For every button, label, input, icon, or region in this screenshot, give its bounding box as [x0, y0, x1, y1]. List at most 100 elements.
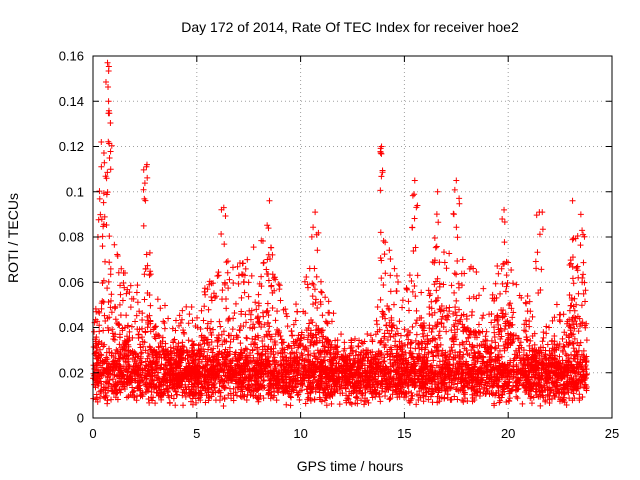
data-point: [134, 299, 141, 306]
data-point: [283, 401, 290, 408]
data-point: [454, 380, 461, 387]
data-point: [412, 345, 419, 352]
data-point: [522, 299, 529, 306]
data-point: [510, 309, 517, 316]
data-point: [250, 321, 257, 328]
data-point: [391, 265, 398, 272]
data-point: [475, 321, 482, 328]
data-point: [374, 321, 381, 328]
data-point: [429, 399, 436, 406]
data-point: [303, 386, 310, 393]
data-point: [183, 303, 190, 310]
data-point: [96, 309, 103, 316]
data-point: [96, 328, 103, 335]
data-point: [308, 317, 315, 323]
data-point: [238, 308, 245, 315]
data-point: [210, 290, 217, 297]
data-point: [540, 329, 547, 336]
data-point: [446, 250, 453, 257]
data-point: [377, 398, 384, 405]
data-point: [440, 249, 447, 256]
data-point: [378, 388, 385, 395]
data-point: [473, 269, 480, 276]
data-point: [119, 297, 126, 304]
data-point: [338, 331, 345, 338]
data-point: [223, 305, 230, 312]
data-point: [543, 330, 550, 337]
data-point: [93, 391, 100, 398]
data-point: [502, 288, 509, 295]
data-point: [249, 335, 256, 342]
data-point: [120, 280, 127, 287]
data-point: [399, 304, 406, 311]
data-point: [583, 337, 590, 344]
data-point: [318, 289, 325, 296]
data-point: [431, 259, 438, 266]
data-point: [487, 344, 494, 351]
data-point: [309, 280, 316, 287]
data-point: [500, 342, 507, 349]
data-point: [431, 281, 438, 288]
data-point: [225, 285, 232, 292]
data-point: [185, 320, 192, 327]
data-point: [243, 397, 250, 404]
data-point: [106, 345, 113, 352]
data-point: [274, 308, 281, 315]
data-point: [179, 307, 186, 314]
data-point: [307, 397, 314, 404]
data-point: [189, 317, 196, 324]
data-point: [215, 272, 222, 279]
data-point: [569, 263, 576, 270]
data-point: [138, 392, 145, 399]
data-point: [507, 331, 514, 338]
data-point: [377, 296, 384, 303]
data-point: [468, 312, 475, 319]
data-point: [439, 313, 446, 320]
data-point: [100, 199, 107, 206]
data-point: [295, 391, 302, 398]
data-point: [364, 331, 371, 338]
data-point: [154, 296, 161, 303]
data-point: [294, 392, 301, 399]
data-point: [570, 280, 577, 287]
data-point: [513, 393, 520, 400]
data-point: [99, 233, 106, 240]
data-point: [107, 304, 114, 311]
data-point: [436, 328, 443, 335]
data-point: [188, 303, 195, 310]
data-point: [391, 357, 398, 364]
data-point: [450, 321, 457, 328]
data-point: [146, 272, 153, 279]
data-point: [141, 296, 148, 303]
data-point: [111, 241, 118, 248]
data-point: [161, 302, 168, 309]
data-point: [299, 371, 306, 378]
data-point: [319, 312, 326, 319]
data-point: [202, 291, 209, 298]
data-point: [171, 336, 178, 343]
data-point: [420, 333, 427, 340]
data-point: [377, 339, 384, 346]
data-point: [395, 279, 402, 286]
data-point: [492, 280, 499, 287]
data-point: [435, 332, 442, 339]
data-point: [566, 262, 573, 269]
data-point: [392, 338, 399, 345]
data-point: [496, 360, 503, 367]
data-point: [325, 298, 332, 305]
data-point: [103, 222, 110, 229]
data-point: [238, 294, 245, 301]
data-point: [333, 350, 340, 357]
data-point: [399, 297, 406, 304]
data-point: [386, 247, 393, 254]
data-point: [387, 288, 394, 295]
data-point: [454, 396, 461, 403]
data-point: [288, 332, 295, 339]
data-point: [546, 324, 553, 331]
data-point: [250, 244, 257, 251]
data-point: [426, 292, 433, 299]
data-point: [133, 289, 140, 296]
data-point: [387, 256, 394, 263]
data-point: [128, 323, 135, 330]
